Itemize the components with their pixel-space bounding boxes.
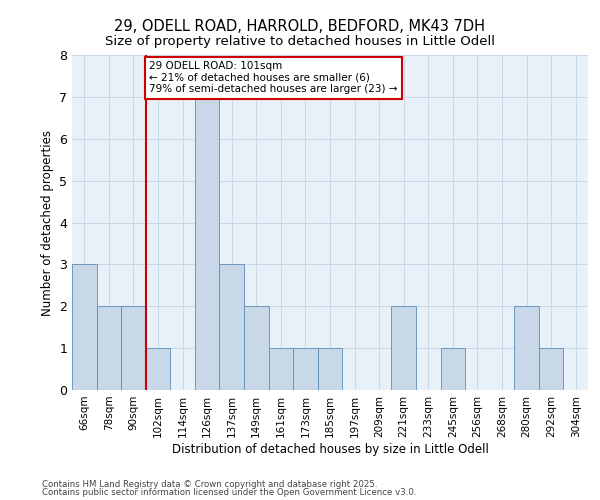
Bar <box>440 348 465 390</box>
Bar <box>514 306 539 390</box>
Bar <box>269 348 293 390</box>
Bar <box>539 348 563 390</box>
Bar <box>97 306 121 390</box>
Text: 29, ODELL ROAD, HARROLD, BEDFORD, MK43 7DH: 29, ODELL ROAD, HARROLD, BEDFORD, MK43 7… <box>115 19 485 34</box>
Bar <box>121 306 146 390</box>
Text: Contains public sector information licensed under the Open Government Licence v3: Contains public sector information licen… <box>42 488 416 497</box>
Y-axis label: Number of detached properties: Number of detached properties <box>41 130 53 316</box>
Bar <box>318 348 342 390</box>
Bar <box>244 306 269 390</box>
Bar <box>72 264 97 390</box>
Bar <box>146 348 170 390</box>
Text: Contains HM Land Registry data © Crown copyright and database right 2025.: Contains HM Land Registry data © Crown c… <box>42 480 377 489</box>
Text: 29 ODELL ROAD: 101sqm
← 21% of detached houses are smaller (6)
79% of semi-detac: 29 ODELL ROAD: 101sqm ← 21% of detached … <box>149 62 398 94</box>
Bar <box>293 348 318 390</box>
Text: Size of property relative to detached houses in Little Odell: Size of property relative to detached ho… <box>105 35 495 48</box>
Bar <box>391 306 416 390</box>
X-axis label: Distribution of detached houses by size in Little Odell: Distribution of detached houses by size … <box>172 442 488 456</box>
Bar <box>195 97 220 390</box>
Bar <box>220 264 244 390</box>
